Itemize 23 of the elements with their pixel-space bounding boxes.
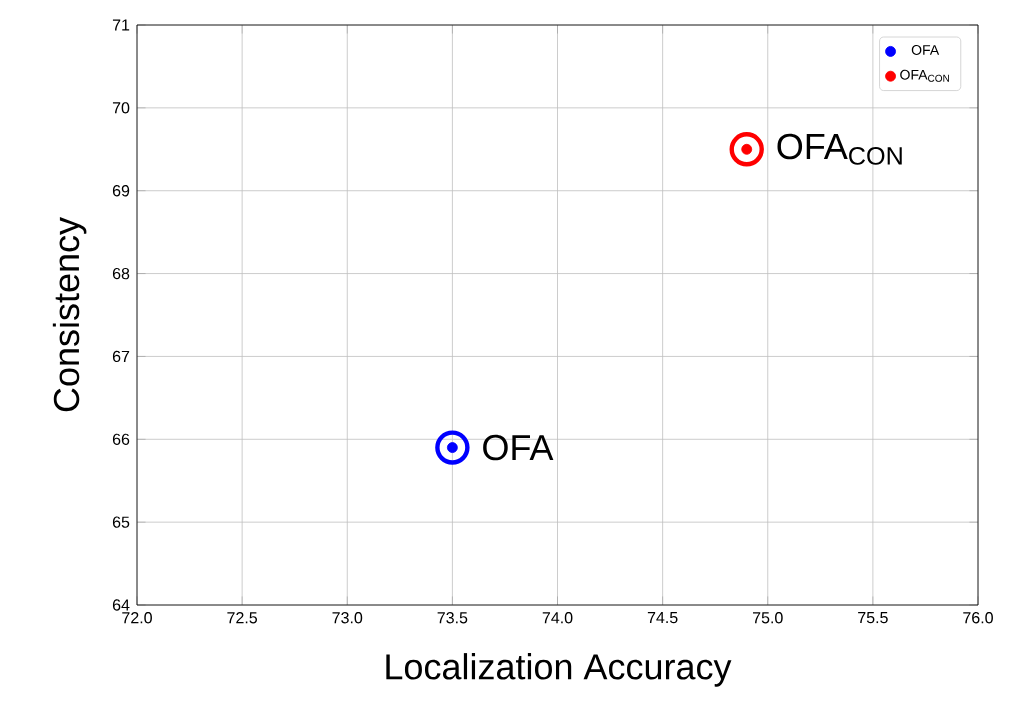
x-tick-label: 76.0 [963,612,993,624]
annotation: OFA [483,434,554,461]
legend-label: OFA [911,45,940,55]
legend-label: OFA$_{CON}$ [900,69,949,82]
x-tick-label: 73.5 [437,612,468,624]
x-tick-label: 74.0 [542,612,573,624]
y-tick-label: 67 [112,350,130,363]
y-tick-label: 69 [112,185,130,197]
x-tick-label: 73.0 [332,612,363,624]
y-tick-label: 66 [112,433,130,445]
x-tick-label: 75.5 [858,612,888,624]
y-tick-label: 64 [112,599,130,611]
y-tick-label: 68 [112,267,130,280]
y-tick-label: 70 [112,102,130,114]
y-tick-label: 71 [112,19,130,31]
x-tick-label: 72.0 [122,612,152,624]
x-tick-label: 74.5 [647,612,678,624]
annotation: OFA$_{CON}$ [777,133,902,165]
x-tick-label: 72.5 [227,612,258,624]
y-axis-title: Consistency [52,217,87,412]
x-axis-title: Localization Accuracy [386,653,732,687]
y-tick-label: 65 [112,516,130,528]
x-tick-label: 75.0 [753,612,783,624]
